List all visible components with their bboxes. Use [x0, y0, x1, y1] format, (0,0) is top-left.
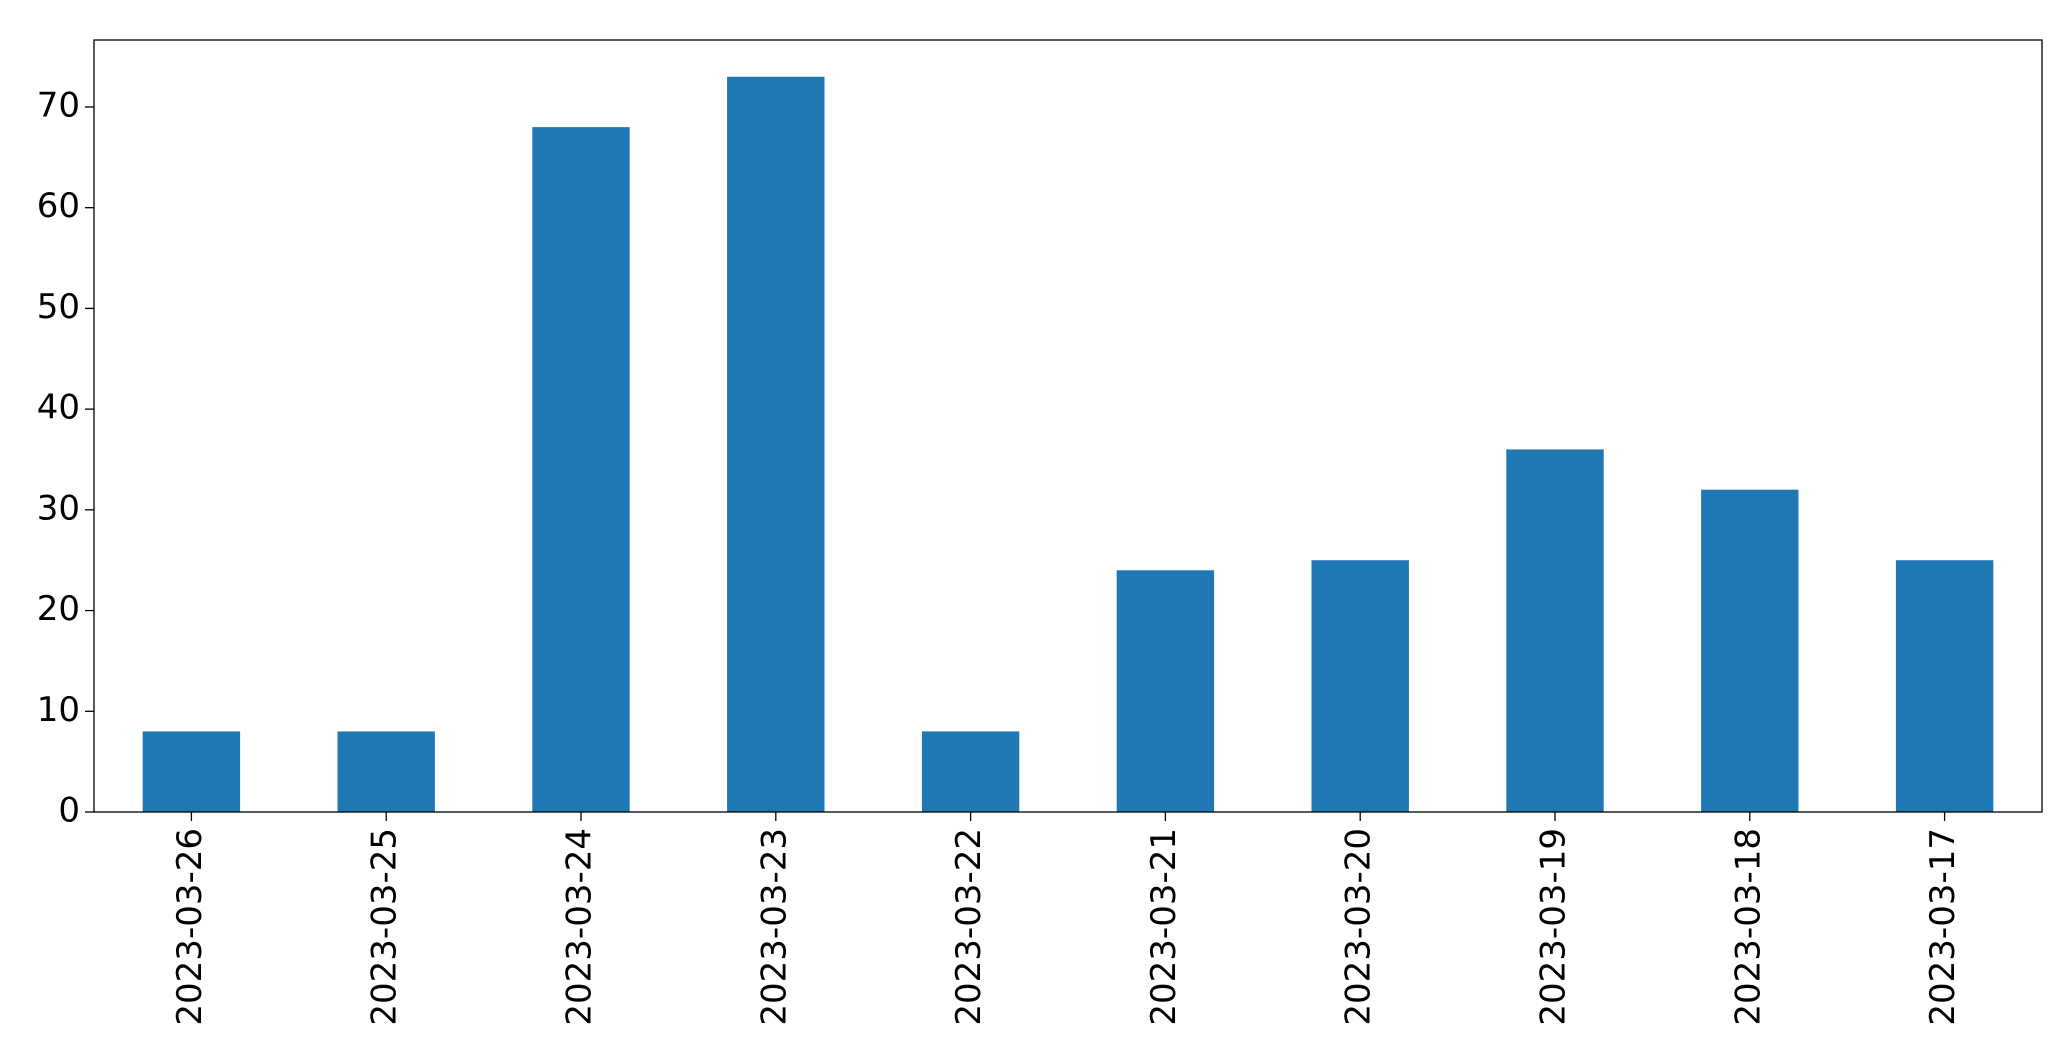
y-tick-label: 60 — [37, 186, 80, 226]
bar — [727, 76, 825, 812]
y-tick-label: 70 — [37, 85, 80, 125]
bar — [532, 127, 630, 813]
x-tick-label: 2023-03-25 — [365, 828, 405, 1026]
x-tick-label: 2023-03-22 — [949, 828, 989, 1026]
bar — [1116, 570, 1215, 812]
bar — [921, 731, 1020, 812]
bar — [1311, 560, 1409, 812]
x-tick-label: 2023-03-18 — [1728, 828, 1768, 1026]
y-tick-label: 20 — [37, 589, 80, 629]
y-tick-label: 50 — [37, 287, 80, 327]
y-tick-label: 10 — [37, 690, 80, 730]
bar — [142, 731, 241, 812]
x-tick-label: 2023-03-17 — [1923, 828, 1963, 1026]
y-tick-label: 30 — [37, 488, 80, 528]
bar — [1506, 449, 1604, 812]
y-tick-label: 0 — [58, 791, 80, 831]
plot-frame — [93, 39, 2043, 813]
bar — [1895, 560, 1994, 812]
x-tick-label: 2023-03-19 — [1534, 828, 1574, 1026]
x-tick-label: 2023-03-24 — [560, 828, 600, 1026]
y-tick-label: 40 — [37, 388, 80, 428]
x-tick-label: 2023-03-23 — [754, 828, 794, 1026]
x-tick-label: 2023-03-21 — [1144, 828, 1184, 1026]
x-tick-label: 2023-03-26 — [170, 828, 210, 1026]
bar — [1701, 489, 1799, 812]
bar — [337, 731, 435, 812]
x-tick-label: 2023-03-20 — [1339, 828, 1379, 1026]
